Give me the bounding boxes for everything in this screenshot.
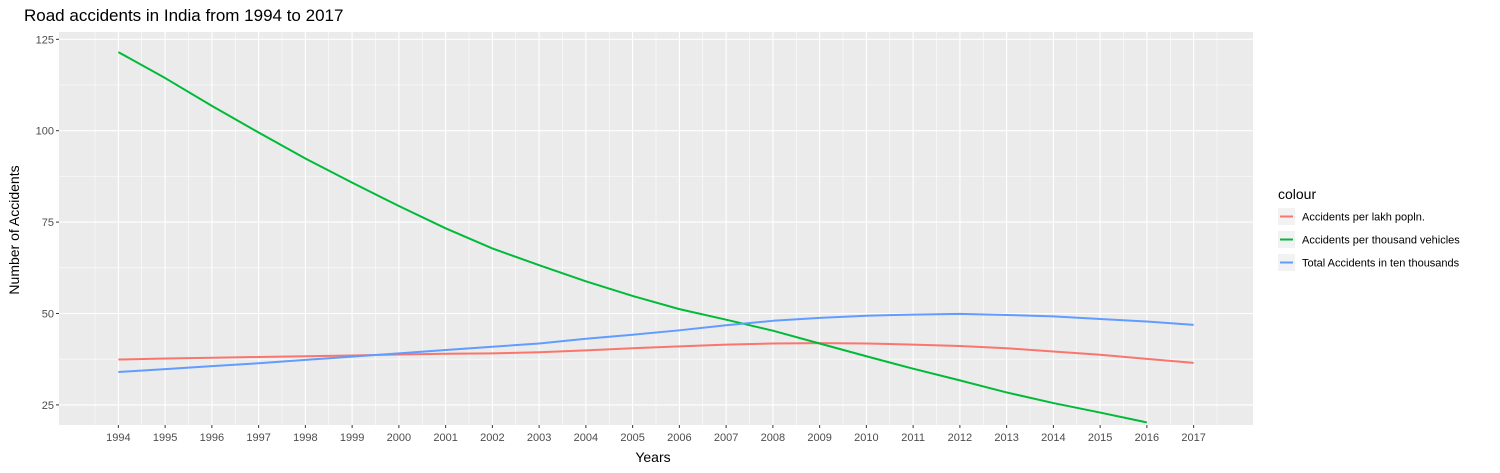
- x-tick-label: 2004: [574, 432, 598, 444]
- x-tick-label: 2003: [527, 432, 551, 444]
- legend-items: Accidents per lakh popln. Accidents per t…: [1278, 208, 1460, 271]
- series-lines: [117, 51, 1194, 424]
- x-tick-label: 2009: [807, 432, 831, 444]
- x-tick-label: 2012: [948, 432, 972, 444]
- x-tick-label: 2010: [854, 432, 878, 444]
- x-tick-label: 2014: [1041, 432, 1065, 444]
- legend-label: Accidents per thousand vehicles: [1302, 235, 1460, 247]
- y-axis-title: Number of Accidents: [6, 165, 22, 294]
- minor-gridlines: [59, 32, 1253, 425]
- series-line-2: [117, 51, 1148, 424]
- x-tick-label: 2005: [620, 432, 644, 444]
- x-tick-label: 1998: [293, 432, 317, 444]
- chart-title: Road accidents in India from 1994 to 201…: [24, 6, 344, 25]
- y-tick-label: 50: [42, 308, 54, 320]
- x-tick-label: 2000: [387, 432, 411, 444]
- x-tick-label: 1996: [200, 432, 224, 444]
- series-line-1: [118, 342, 1194, 364]
- x-tick-label: 1994: [106, 432, 130, 444]
- x-axis: 1994 1995 1996 1997 1998 1999 2000 2001 2002 2003…: [106, 425, 1206, 444]
- x-tick-label: 2007: [714, 432, 738, 444]
- x-tick-label: 1995: [153, 432, 177, 444]
- x-axis-title: Years: [635, 449, 670, 465]
- x-tick-label: 2008: [761, 432, 785, 444]
- y-tick-label: 125: [36, 34, 54, 46]
- major-gridlines: [59, 32, 1253, 425]
- x-tick-label: 2013: [994, 432, 1018, 444]
- series-line-3: [118, 312, 1194, 373]
- y-tick-label: 25: [42, 400, 54, 412]
- x-tick-label: 1999: [340, 432, 364, 444]
- x-tick-label: 2002: [480, 432, 504, 444]
- y-tick-label: 100: [36, 126, 54, 138]
- legend-label: Total Accidents in ten thousands: [1302, 258, 1460, 270]
- legend-title: colour: [1278, 186, 1316, 202]
- legend-label: Accidents per lakh popln.: [1302, 212, 1425, 224]
- x-tick-label: 2016: [1135, 432, 1159, 444]
- y-axis: 25 50 75 100 125: [36, 34, 59, 412]
- x-tick-label: 2015: [1088, 432, 1112, 444]
- y-tick-label: 75: [42, 217, 54, 229]
- x-tick-label: 1997: [246, 432, 270, 444]
- x-tick-label: 2006: [667, 432, 691, 444]
- x-tick-label: 2017: [1181, 432, 1205, 444]
- legend: colour Accidents per lakh popln.Accident…: [1278, 186, 1460, 271]
- x-tick-label: 2001: [433, 432, 457, 444]
- x-tick-label: 2011: [901, 432, 925, 444]
